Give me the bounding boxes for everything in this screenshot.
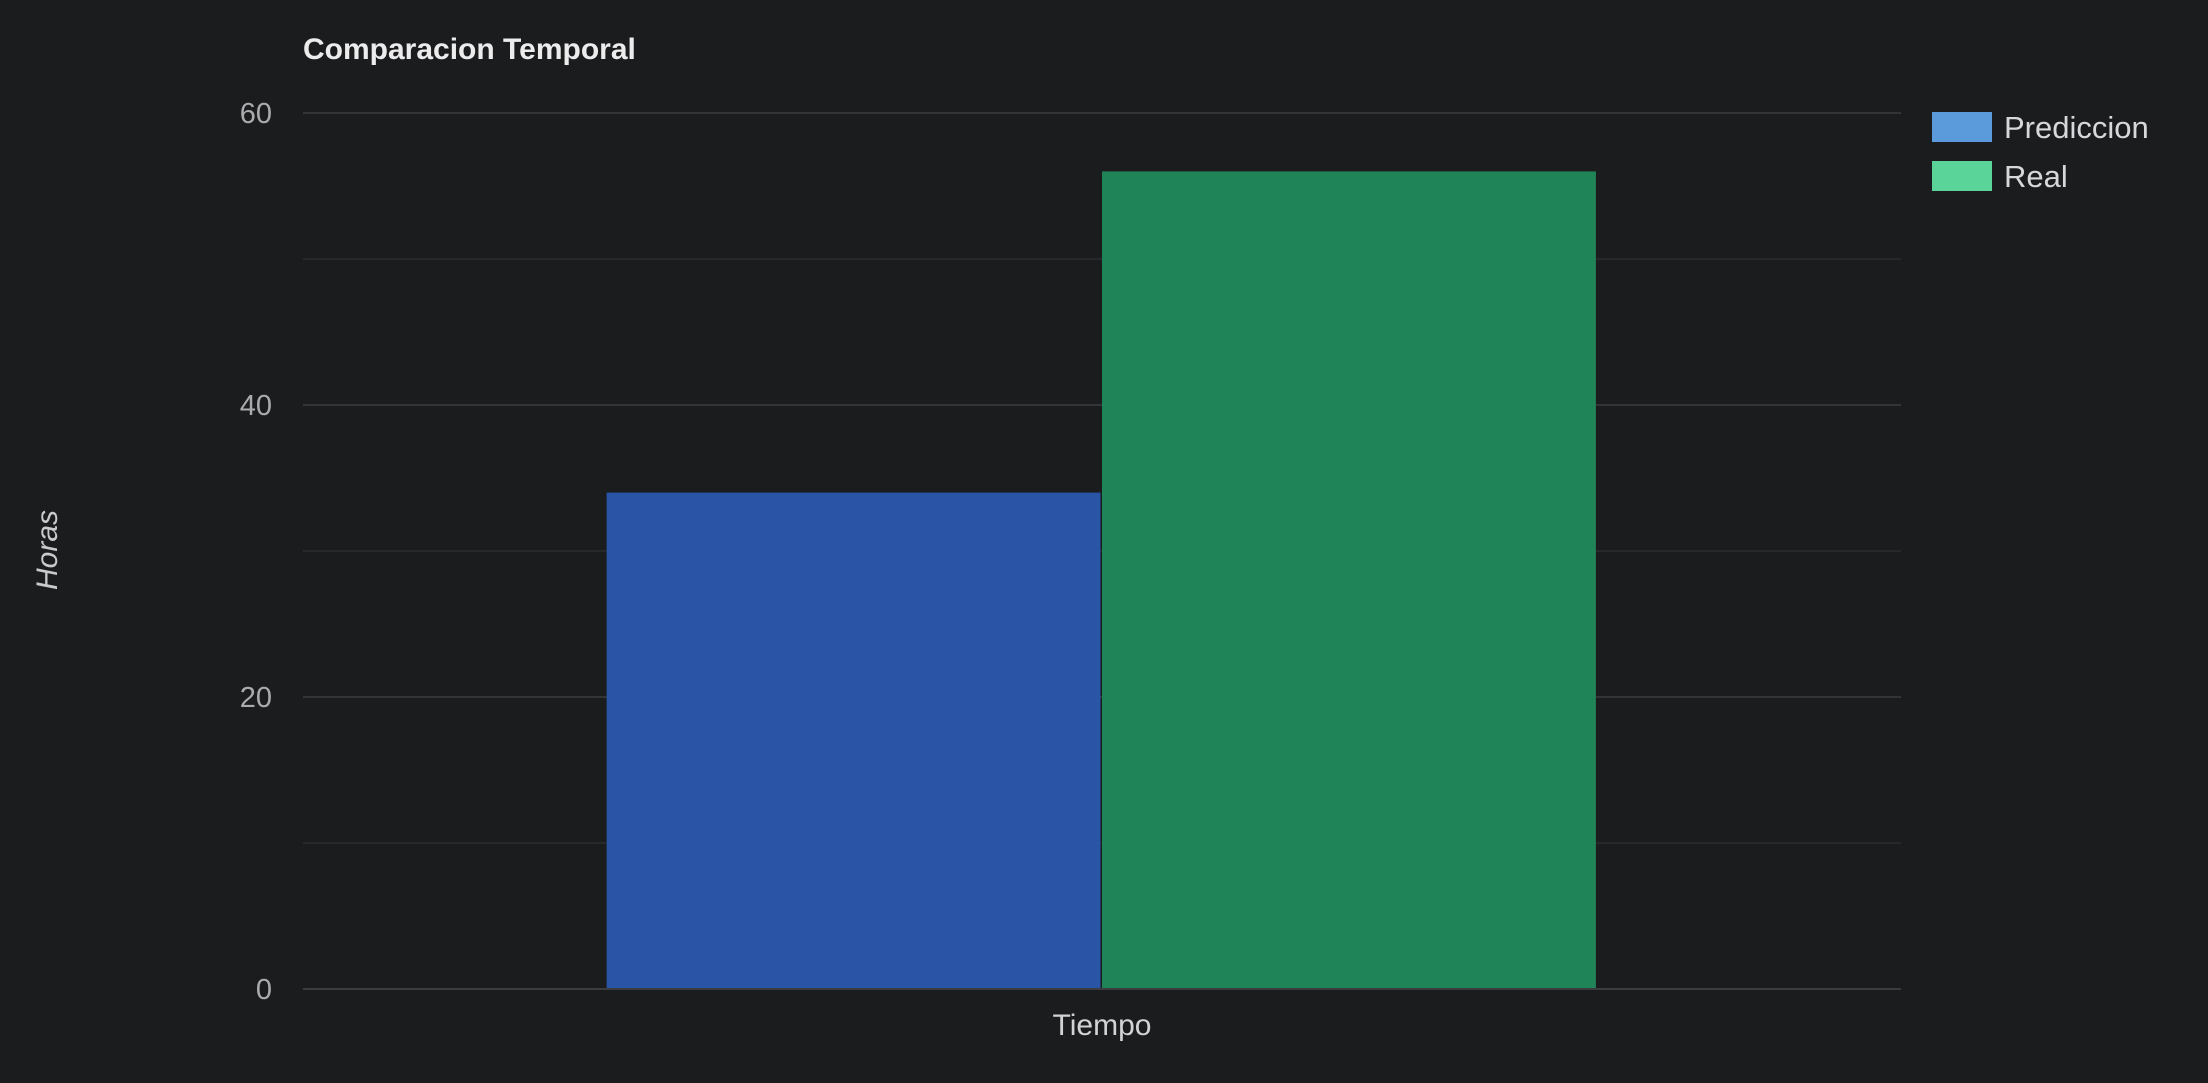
x-tick-label: Tiempo bbox=[1053, 1009, 1152, 1042]
y-tick-label: 40 bbox=[240, 390, 272, 422]
y-axis-title: Horas bbox=[31, 510, 64, 590]
chart-title: Comparacion Temporal bbox=[303, 33, 636, 66]
axes: 0 20 40 60 Tiempo bbox=[240, 98, 1901, 1042]
legend: Prediccion Real bbox=[1932, 110, 2149, 194]
y-tick-label: 60 bbox=[240, 98, 272, 130]
y-tick-label: 0 bbox=[256, 974, 272, 1006]
legend-swatch-prediccion bbox=[1932, 112, 1992, 142]
y-tick-label: 20 bbox=[240, 682, 272, 714]
legend-swatch-real bbox=[1932, 161, 1992, 191]
legend-label-real: Real bbox=[2004, 159, 2068, 194]
bar-prediccion bbox=[606, 492, 1101, 989]
bar-real bbox=[1102, 171, 1596, 989]
bars bbox=[606, 171, 1596, 989]
legend-label-prediccion: Prediccion bbox=[2004, 110, 2149, 145]
